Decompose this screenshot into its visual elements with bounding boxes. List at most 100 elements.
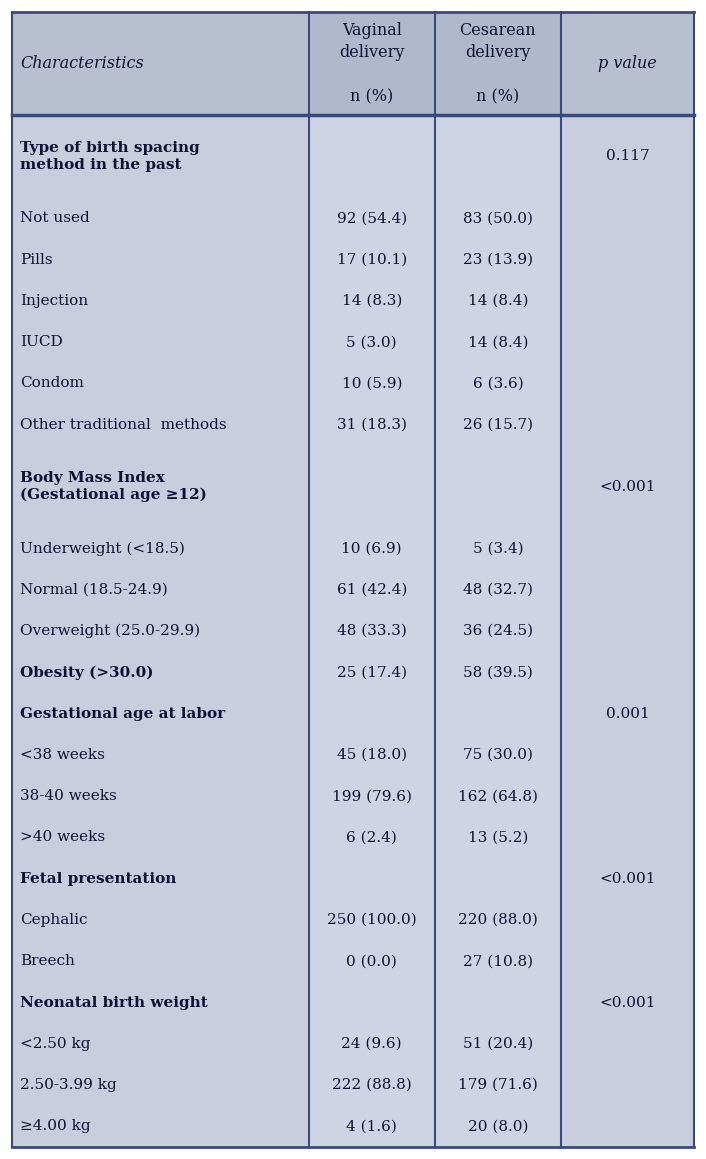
Text: 4 (1.6): 4 (1.6) <box>347 1120 397 1134</box>
Text: Pills: Pills <box>20 253 53 267</box>
Text: Type of birth spacing
method in the past: Type of birth spacing method in the past <box>20 141 200 172</box>
Bar <box>12 651 694 693</box>
Text: 10 (5.9): 10 (5.9) <box>342 377 402 391</box>
Text: <0.001: <0.001 <box>599 996 656 1009</box>
Bar <box>309 527 435 569</box>
Text: 0.001: 0.001 <box>606 707 650 721</box>
Bar <box>309 1023 435 1064</box>
Bar <box>309 611 435 651</box>
Bar <box>12 982 694 1023</box>
Text: Characteristics: Characteristics <box>20 56 144 72</box>
Bar <box>12 1023 694 1064</box>
Bar <box>12 735 694 775</box>
Bar <box>435 527 561 569</box>
Bar <box>435 1064 561 1106</box>
Text: Fetal presentation: Fetal presentation <box>20 872 176 885</box>
Text: 0 (0.0): 0 (0.0) <box>347 954 397 968</box>
Text: <2.50 kg: <2.50 kg <box>20 1037 90 1051</box>
Text: <0.001: <0.001 <box>599 872 656 885</box>
Text: <0.001: <0.001 <box>599 480 656 494</box>
Text: 24 (9.6): 24 (9.6) <box>342 1037 402 1051</box>
Text: 45 (18.0): 45 (18.0) <box>337 748 407 761</box>
Bar <box>309 445 435 527</box>
Bar <box>435 611 561 651</box>
Text: 14 (8.3): 14 (8.3) <box>342 294 402 308</box>
Bar <box>309 775 435 817</box>
Bar <box>12 858 694 899</box>
Bar <box>309 115 435 198</box>
Text: 23 (13.9): 23 (13.9) <box>463 253 533 267</box>
Text: 25 (17.4): 25 (17.4) <box>337 665 407 679</box>
Text: 48 (32.7): 48 (32.7) <box>463 583 533 597</box>
Text: <38 weeks: <38 weeks <box>20 748 105 761</box>
Bar <box>435 1023 561 1064</box>
Text: 220 (88.0): 220 (88.0) <box>458 913 538 927</box>
Text: Condom: Condom <box>20 377 84 391</box>
Text: 36 (24.5): 36 (24.5) <box>463 624 533 639</box>
Bar <box>435 858 561 899</box>
Text: 14 (8.4): 14 (8.4) <box>467 294 528 308</box>
Text: ≥4.00 kg: ≥4.00 kg <box>20 1120 90 1134</box>
Text: 14 (8.4): 14 (8.4) <box>467 335 528 349</box>
Text: 6 (2.4): 6 (2.4) <box>347 831 397 845</box>
Bar <box>435 239 561 280</box>
Bar <box>435 12 561 115</box>
Bar <box>435 198 561 239</box>
Bar <box>309 363 435 404</box>
Text: Body Mass Index
(Gestational age ≥12): Body Mass Index (Gestational age ≥12) <box>20 471 207 502</box>
Bar <box>309 239 435 280</box>
Bar <box>435 445 561 527</box>
Bar <box>309 569 435 611</box>
Bar <box>309 198 435 239</box>
Bar <box>12 611 694 651</box>
Text: 199 (79.6): 199 (79.6) <box>332 789 412 803</box>
Bar <box>12 941 694 982</box>
Bar <box>435 941 561 982</box>
Bar <box>435 115 561 198</box>
Text: 48 (33.3): 48 (33.3) <box>337 624 407 639</box>
Bar <box>435 1106 561 1147</box>
Bar <box>309 941 435 982</box>
Text: Not used: Not used <box>20 211 90 225</box>
Bar <box>12 404 694 445</box>
Text: 222 (88.8): 222 (88.8) <box>332 1078 412 1092</box>
Text: 75 (30.0): 75 (30.0) <box>463 748 533 761</box>
Bar <box>12 12 694 115</box>
Bar <box>309 1106 435 1147</box>
Bar <box>12 1064 694 1106</box>
Bar <box>12 239 694 280</box>
Text: 5 (3.0): 5 (3.0) <box>347 335 397 349</box>
Text: 162 (64.8): 162 (64.8) <box>458 789 538 803</box>
Bar <box>12 569 694 611</box>
Bar <box>435 817 561 858</box>
Bar <box>12 445 694 527</box>
Bar <box>12 321 694 363</box>
Bar <box>309 982 435 1023</box>
Text: 27 (10.8): 27 (10.8) <box>463 954 533 968</box>
Text: 61 (42.4): 61 (42.4) <box>337 583 407 597</box>
Text: >40 weeks: >40 weeks <box>20 831 105 845</box>
Text: 20 (8.0): 20 (8.0) <box>467 1120 528 1134</box>
Text: 0.117: 0.117 <box>606 150 650 163</box>
Bar <box>435 735 561 775</box>
Bar <box>12 527 694 569</box>
Text: Overweight (25.0-29.9): Overweight (25.0-29.9) <box>20 624 200 639</box>
Bar <box>435 569 561 611</box>
Text: 2.50-3.99 kg: 2.50-3.99 kg <box>20 1078 116 1092</box>
Bar <box>12 1106 694 1147</box>
Bar <box>309 404 435 445</box>
Bar <box>12 693 694 735</box>
Text: 26 (15.7): 26 (15.7) <box>463 417 533 431</box>
Text: 13 (5.2): 13 (5.2) <box>468 831 528 845</box>
Bar <box>12 775 694 817</box>
Bar <box>309 858 435 899</box>
Bar <box>435 982 561 1023</box>
Bar <box>435 651 561 693</box>
Bar <box>435 363 561 404</box>
Text: 250 (100.0): 250 (100.0) <box>327 913 417 927</box>
Text: 51 (20.4): 51 (20.4) <box>463 1037 533 1051</box>
Text: Cephalic: Cephalic <box>20 913 88 927</box>
Bar <box>435 404 561 445</box>
Bar <box>309 12 435 115</box>
Bar <box>435 899 561 941</box>
